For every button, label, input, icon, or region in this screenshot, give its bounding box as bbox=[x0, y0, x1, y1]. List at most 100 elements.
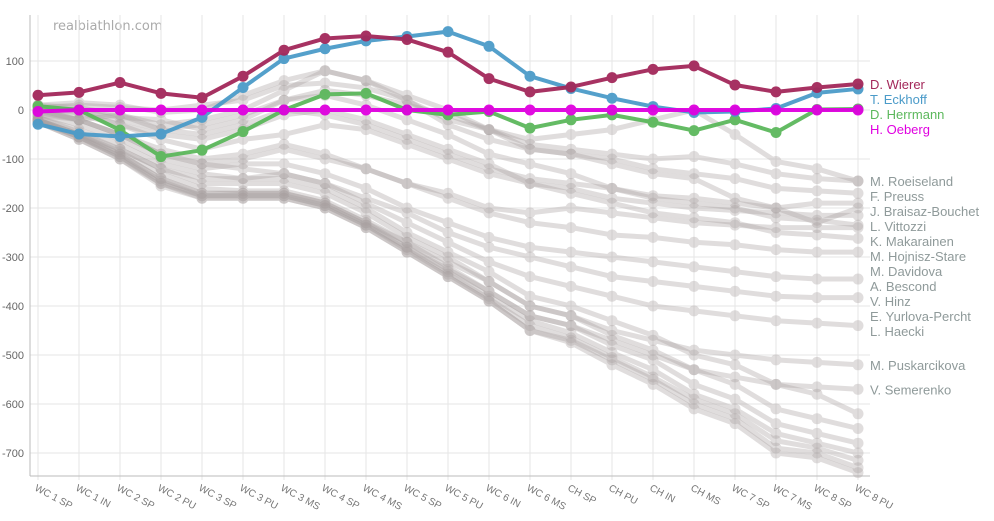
data-point bbox=[442, 119, 454, 131]
data-point bbox=[442, 251, 454, 263]
series-line bbox=[37, 107, 859, 241]
data-point bbox=[770, 435, 782, 447]
data-point bbox=[155, 119, 167, 131]
data-point bbox=[606, 207, 618, 219]
data-point bbox=[606, 148, 618, 160]
data-point bbox=[647, 256, 659, 268]
data-point bbox=[647, 197, 659, 209]
data-point bbox=[401, 178, 413, 189]
data-point bbox=[401, 231, 413, 243]
data-point bbox=[688, 403, 700, 415]
data-point bbox=[729, 285, 741, 297]
data-point bbox=[360, 104, 372, 116]
x-tick-label: CH SP bbox=[566, 483, 598, 507]
data-point bbox=[606, 197, 618, 209]
data-point bbox=[442, 192, 454, 204]
data-point bbox=[442, 256, 454, 268]
series-label: J. Braisaz-Bouchet bbox=[870, 204, 979, 219]
data-point bbox=[647, 364, 659, 376]
data-point bbox=[360, 75, 372, 87]
data-point bbox=[770, 378, 782, 390]
data-point bbox=[237, 70, 249, 82]
data-point bbox=[278, 104, 290, 116]
data-point bbox=[319, 32, 331, 44]
data-point bbox=[442, 46, 454, 58]
data-point bbox=[770, 104, 782, 116]
series-line bbox=[37, 117, 860, 417]
data-point bbox=[524, 86, 536, 98]
data-point bbox=[237, 185, 249, 197]
data-point bbox=[114, 143, 126, 155]
data-point bbox=[811, 209, 823, 221]
data-point bbox=[647, 163, 659, 175]
data-point bbox=[483, 266, 495, 278]
data-point bbox=[606, 347, 618, 359]
data-point bbox=[114, 148, 126, 160]
data-point bbox=[483, 276, 495, 287]
data-point bbox=[442, 246, 454, 258]
data-point bbox=[483, 207, 495, 219]
series-label: V. Semerenko bbox=[870, 382, 951, 397]
data-point bbox=[565, 143, 577, 155]
data-point bbox=[811, 197, 823, 209]
data-point bbox=[524, 217, 536, 229]
data-point bbox=[483, 285, 495, 297]
data-point bbox=[688, 378, 700, 390]
data-point bbox=[565, 222, 577, 234]
data-point bbox=[852, 383, 864, 395]
data-point bbox=[606, 182, 618, 194]
series-label: K. Makarainen bbox=[870, 234, 954, 249]
data-point bbox=[688, 364, 700, 376]
data-point bbox=[278, 94, 290, 106]
data-point bbox=[483, 158, 495, 170]
data-point bbox=[155, 175, 167, 187]
data-point bbox=[278, 129, 290, 140]
data-point bbox=[401, 246, 413, 258]
data-point bbox=[729, 197, 741, 209]
data-point bbox=[401, 94, 413, 106]
data-point bbox=[770, 418, 782, 430]
data-point bbox=[196, 163, 208, 175]
data-point bbox=[401, 241, 413, 253]
series-label: L. Haecki bbox=[870, 324, 924, 339]
data-point bbox=[647, 334, 659, 346]
data-point bbox=[852, 454, 864, 466]
data-point bbox=[237, 133, 249, 145]
data-point bbox=[565, 327, 577, 339]
data-point bbox=[196, 178, 208, 189]
data-point bbox=[278, 80, 290, 91]
data-point bbox=[524, 70, 536, 82]
data-point bbox=[483, 231, 495, 243]
data-point bbox=[360, 30, 372, 42]
data-point bbox=[811, 452, 823, 464]
data-point bbox=[565, 129, 577, 140]
data-point bbox=[360, 222, 372, 234]
data-point bbox=[278, 75, 290, 87]
data-point bbox=[647, 231, 659, 243]
x-tick-label: WC 3 PU bbox=[238, 483, 280, 512]
data-point bbox=[524, 320, 536, 332]
data-point bbox=[401, 202, 413, 214]
data-point bbox=[114, 130, 126, 142]
data-point bbox=[155, 128, 167, 140]
data-point bbox=[647, 374, 659, 385]
data-point bbox=[73, 114, 85, 126]
data-point bbox=[155, 168, 167, 180]
data-point bbox=[155, 178, 167, 189]
data-point bbox=[688, 398, 700, 410]
series-line bbox=[37, 107, 858, 211]
watermark: realbiathlon.com bbox=[53, 19, 163, 34]
data-point bbox=[729, 359, 741, 371]
data-point bbox=[319, 197, 331, 209]
data-point bbox=[688, 192, 700, 204]
data-point bbox=[770, 378, 782, 390]
data-point bbox=[729, 173, 741, 185]
x-tick-label: WC 3 MS bbox=[279, 483, 322, 513]
data-point bbox=[524, 178, 536, 189]
data-point bbox=[483, 124, 495, 136]
data-point bbox=[278, 173, 290, 185]
data-point bbox=[483, 290, 495, 302]
data-point bbox=[811, 427, 823, 439]
data-point bbox=[606, 351, 618, 363]
